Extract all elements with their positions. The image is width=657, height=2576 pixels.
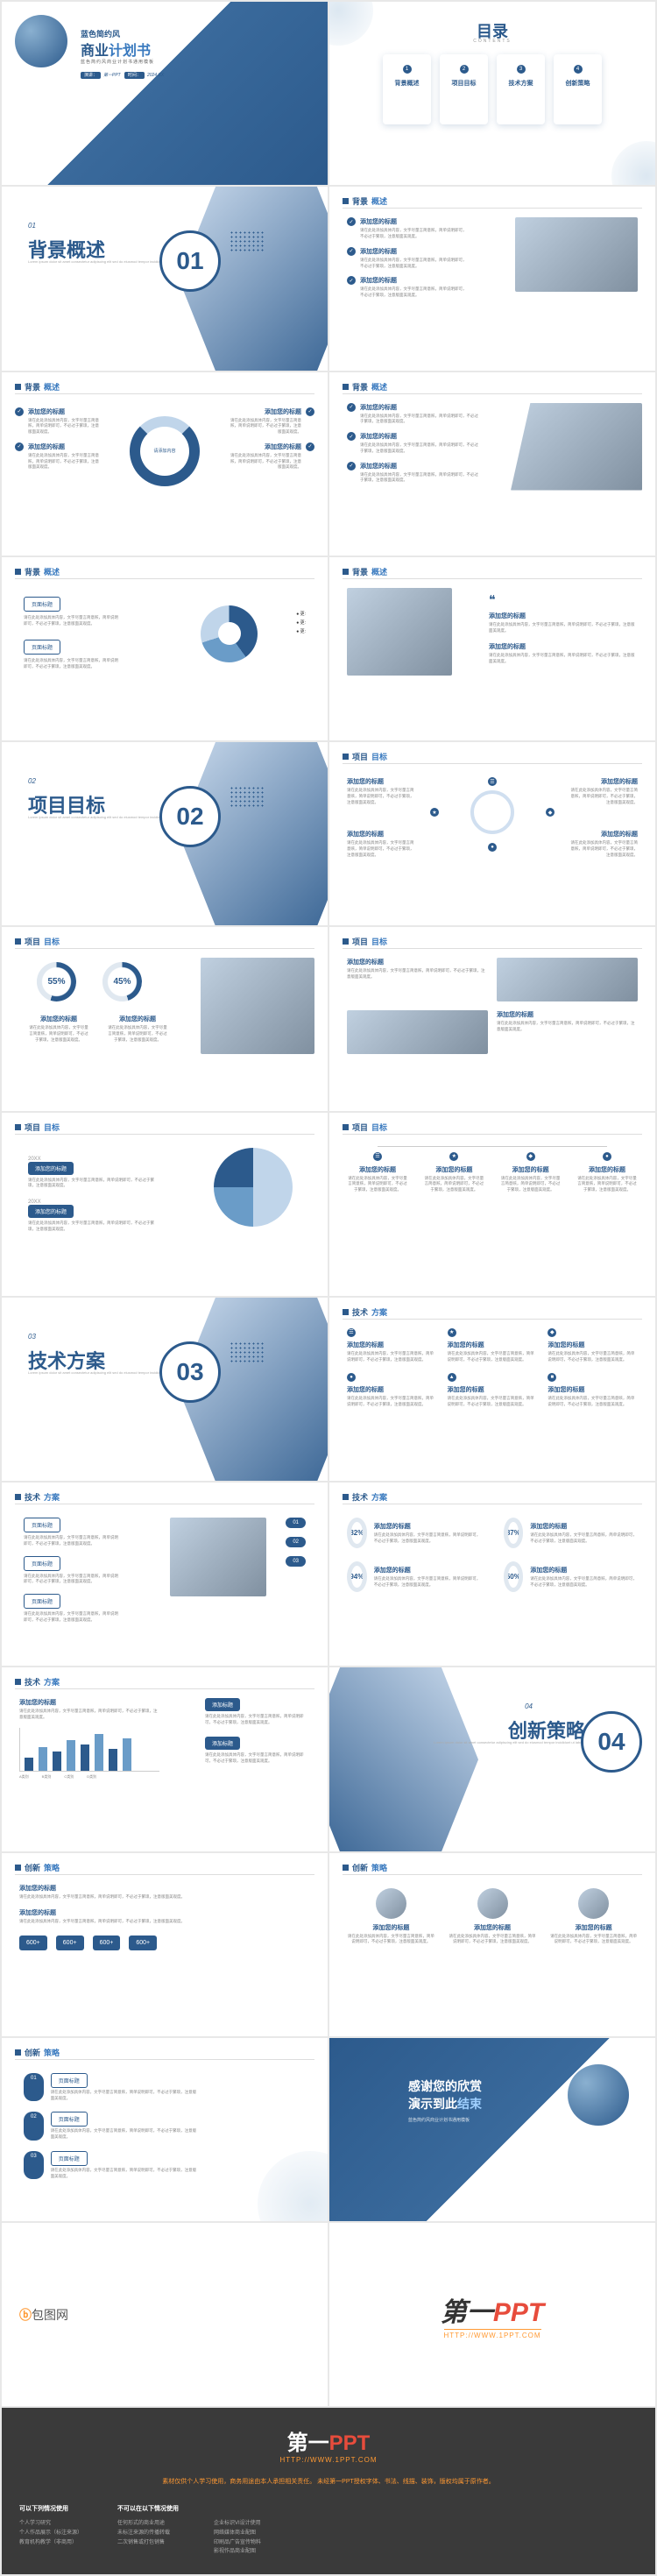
toc-cards: 1背景概述 2项目目标 3技术方案 4创新策略 [383,54,602,124]
icon: ● [347,1373,356,1382]
slide-bg-3: 背景概述 ✓添加您的标题请在此处添加具体内容，文字尽量言简意赅，简单说明即可，不… [329,372,655,556]
slide-toc: 目录 CONTENTS 1背景概述 2项目目标 3技术方案 4创新策略 [329,2,655,185]
slide-section-02: 02 项目目标 Lorem ipsum dolor sit amet conse… [2,742,328,925]
globe-image [568,2064,629,2126]
icon: ★ [448,1328,456,1337]
quote-icon: ❝ [489,592,638,607]
icon: ◆ [548,1328,556,1337]
cover-main-title: 商业计划书 [81,39,151,60]
slide-goal-4: 项目目标 20XX添加您的标题请在此处添加具体内容，文字尽量言简意赅，简单说明即… [2,1113,328,1296]
slide-tech-2: 技术方案 页面标题请在此处添加具体内容，文字尽量言简意赅，简单说明即可，不必过于… [2,1483,328,1666]
slide-inno-1: 创新策略 添加您的标题 请在此处添加具体内容，文字尽量言简意赅，简单说明即可，不… [2,1853,328,2036]
slide-section-01: 01 背景概述 Lorem ipsum dolor sit amet conse… [2,187,328,370]
donut-chart [201,605,258,662]
slide-goal-5: 项目目标 ☰添加您的标题请在此处添加具体内容，文字尽量言简意赅，简单说明即可，不… [329,1113,655,1296]
content-header: 背景概述 [343,195,387,207]
stat: 600+ [56,1936,84,1950]
cover-subtitle: 蓝色简约风商业计划书通用模板 [81,59,154,65]
avatar [477,1888,508,1919]
icon: ▲ [448,1373,456,1382]
icon: ■ [548,1373,556,1382]
slide-goal-2: 项目目标 55% 45% 添加您的标题请在此处添加具体内容，文字尽量言简意赅，简… [2,927,328,1110]
cover-meta: 演讲：第一PPT 时间：2024.XX [81,72,164,78]
pie-chart [214,1148,293,1227]
slide-cover: 蓝色简约风 商业计划书 蓝色简约风商业计划书通用模板 演讲：第一PPT 时间：2… [2,2,328,185]
check-icon: ✓ [347,217,356,226]
watermark-right: 第一PPT HTTP://WWW.1PPT.COM [329,2223,655,2406]
center-circle [470,790,514,834]
slide-end: 感谢您的欣赏 演示到此结束 蓝色简约风商业计划书通用模板 [329,2038,655,2221]
check-icon: ✓ [347,276,356,285]
toc-card: 3技术方案 [497,54,545,124]
stat: 600+ [19,1936,47,1950]
percent-circle: 55% [37,962,76,1001]
stat: 600+ [129,1936,157,1950]
image-placeholder [511,403,642,491]
watermark-left: ⓑ 包图网 [2,2223,328,2406]
check-icon: ✓ [347,247,356,256]
section-number: 01 [159,230,221,292]
slide-tech-4: 技术方案 添加您的标题请在此处添加具体内容，文字尽量言简意赅，简单说明即可，不必… [2,1667,328,1851]
slide-bg-2: 背景概述 ✓添加您的标题请在此处添加具体内容，文字尽量言简意赅，简单说明即可，不… [2,372,328,556]
end-line2: 演示到此结束 [408,2095,482,2112]
slide-inno-3: 创新策略 01页面标题请在此处添加具体内容，文字尽量言简意赅，简单说明即可，不必… [2,2038,328,2221]
avatar [376,1888,406,1919]
slide-goal-3: 项目目标 添加您的标题请在此处添加具体内容，文字尽量言简意赅，简单说明即可，不必… [329,927,655,1110]
toc-subtitle: CONTENTS [473,39,512,44]
ring-chart: 请添加内容 [130,416,200,486]
slide-bg-1: 背景概述 ✓添加您的标题请在此处添加具体内容，文字尽量言简意赅，简单说明即可，不… [329,187,655,370]
icon: ☰ [347,1328,356,1337]
toc-card: 2项目目标 [440,54,488,124]
toc-card: 1背景概述 [383,54,431,124]
image-placeholder [515,217,638,292]
slide-bg-4: 背景概述 页面标题请在此处添加具体内容，文字尽量言简意赅，简单说明即可，不必过于… [2,557,328,740]
avatar [578,1888,609,1919]
footer-warning: 素材仅供个人学习使用，商务用途由本人承担相关责任。 未经第一PPT授权字体、书法… [19,2477,638,2487]
pct: 87% [504,1518,524,1548]
globe-image [15,15,67,67]
end-line1: 感谢您的欣赏 [408,2077,482,2095]
pct: 50% [504,1561,524,1592]
slide-inno-2: 创新策略 添加您的标题请在此处添加具体内容，文字尽量言简意赅，简单说明即可，不必… [329,1853,655,2036]
slide-bg-5: 背景概述 ❝ 添加您的标题 请在此处添加具体内容，文字尽量言简意赅，简单说明即可… [329,557,655,740]
footer-logo: 第一PPT [19,2425,638,2456]
slide-section-04: 04 创新策略 Lorem ipsum dolor sit amet conse… [329,1667,655,1851]
slide-goal-1: 项目目标 ☰ ★ ◆ ● 添加您的标题请在此处添加具体内容，文字尽量言简意赅，简… [329,742,655,925]
pct: 94% [347,1561,367,1592]
pct: 82% [347,1518,367,1548]
footer: 第一PPT HTTP://WWW.1PPT.COM 素材仅供个人学习使用，商务用… [2,2408,655,2574]
footer-columns: 可以下列情况使用个人学习研究个人作品展示（标注来源）教育机构教学（非商用） 不可… [19,2504,638,2557]
bar-chart [19,1728,159,1772]
stat: 600+ [93,1936,121,1950]
slide-tech-3: 技术方案 82%添加您的标题请在此处添加具体内容，文字尽量言简意赅，简单说明即可… [329,1483,655,1666]
slide-tech-1: 技术方案 ☰添加您的标题请在此处添加具体内容，文字尽量言简意赅，简单说明即可，不… [329,1298,655,1481]
toc-card: 4创新策略 [554,54,602,124]
percent-circle: 45% [102,962,142,1001]
slide-section-03: 03 技术方案 Lorem ipsum dolor sit amet conse… [2,1298,328,1481]
